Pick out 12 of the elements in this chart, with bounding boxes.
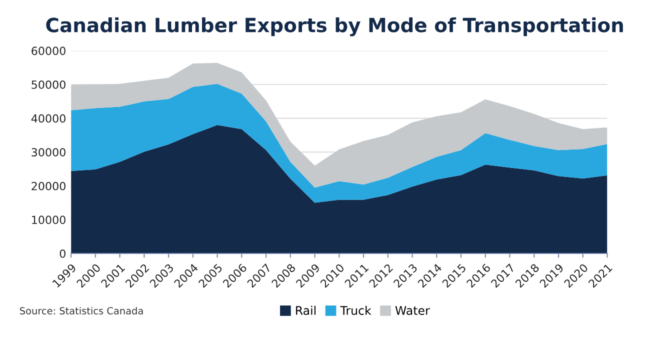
y-tick-label: 10000 [32, 216, 66, 224]
y-tick-label: 30000 [32, 148, 66, 156]
y-tick-label: 50000 [32, 80, 66, 89]
legend-label: Truck [340, 306, 372, 315]
y-tick-label: 0 [60, 249, 66, 258]
legend-label: Rail [296, 306, 316, 315]
chart-title: Canadian Lumber Exports by Mode of Transportation [46, 17, 623, 36]
y-tick-label: 60000 [32, 46, 66, 56]
source-note: Source: Statistics Canada [20, 306, 143, 314]
legend-label: Water [395, 306, 430, 315]
y-tick-label: 20000 [32, 182, 66, 190]
y-tick-label: 40000 [31, 114, 66, 123]
